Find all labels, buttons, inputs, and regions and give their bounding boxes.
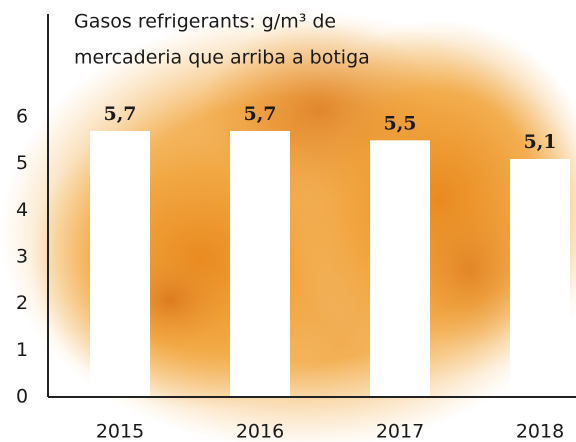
y-tick-label: 0 bbox=[16, 386, 28, 408]
y-tick-label: 4 bbox=[16, 199, 28, 221]
y-tick-label: 5 bbox=[16, 152, 28, 174]
bar bbox=[90, 131, 150, 397]
y-tick-label: 6 bbox=[16, 106, 28, 128]
x-tick-label: 2018 bbox=[516, 421, 564, 442]
value-label: 5,1 bbox=[523, 131, 556, 153]
y-tick-label: 1 bbox=[16, 339, 28, 361]
x-tick-label: 2017 bbox=[376, 421, 424, 442]
x-tick-label: 2015 bbox=[96, 421, 144, 442]
chart-title: Gasos refrigerants: g/m³ de bbox=[74, 11, 336, 33]
bar bbox=[370, 140, 430, 398]
y-tick-label: 3 bbox=[16, 246, 28, 268]
value-label: 5,7 bbox=[103, 103, 136, 125]
chart-title: mercaderia que arriba a botiga bbox=[74, 47, 370, 69]
x-tick-label: 2016 bbox=[236, 421, 284, 442]
y-tick-label: 2 bbox=[16, 292, 28, 314]
value-label: 5,5 bbox=[383, 112, 416, 134]
bar bbox=[230, 131, 290, 397]
bar bbox=[510, 159, 570, 397]
value-label: 5,7 bbox=[243, 103, 276, 125]
